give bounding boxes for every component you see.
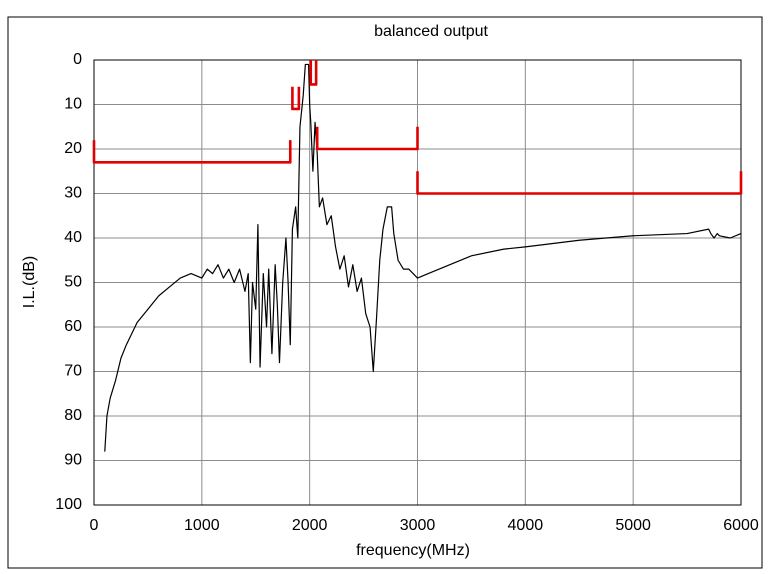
y-tick-label: 90 [64,452,82,469]
x-axis-label: frequency(MHz) [356,542,470,559]
y-tick-label: 40 [64,229,82,246]
x-tick-label: 6000 [723,517,759,534]
y-tick-label: 20 [64,140,82,157]
chart-title: balanced output [374,23,488,40]
x-tick-label: 3000 [400,517,436,534]
x-tick-label: 0 [90,517,99,534]
y-tick-label: 30 [64,185,82,202]
y-tick-label: 80 [64,407,82,424]
y-tick-label: 50 [64,274,82,291]
y-tick-label: 0 [73,51,82,68]
y-tick-label: 10 [64,96,82,113]
y-axis-label: I.L.(dB) [21,256,38,308]
plot-border [93,59,742,506]
x-tick-label: 5000 [615,517,651,534]
y-tick-label: 100 [55,496,82,513]
series-line [104,63,742,452]
y-tick-label: 60 [64,318,82,335]
x-tick-label: 4000 [508,517,544,534]
series-line [92,60,743,195]
x-tick-label: 1000 [184,517,220,534]
x-tick-label: 2000 [292,517,328,534]
y-tick-label: 70 [64,363,82,380]
